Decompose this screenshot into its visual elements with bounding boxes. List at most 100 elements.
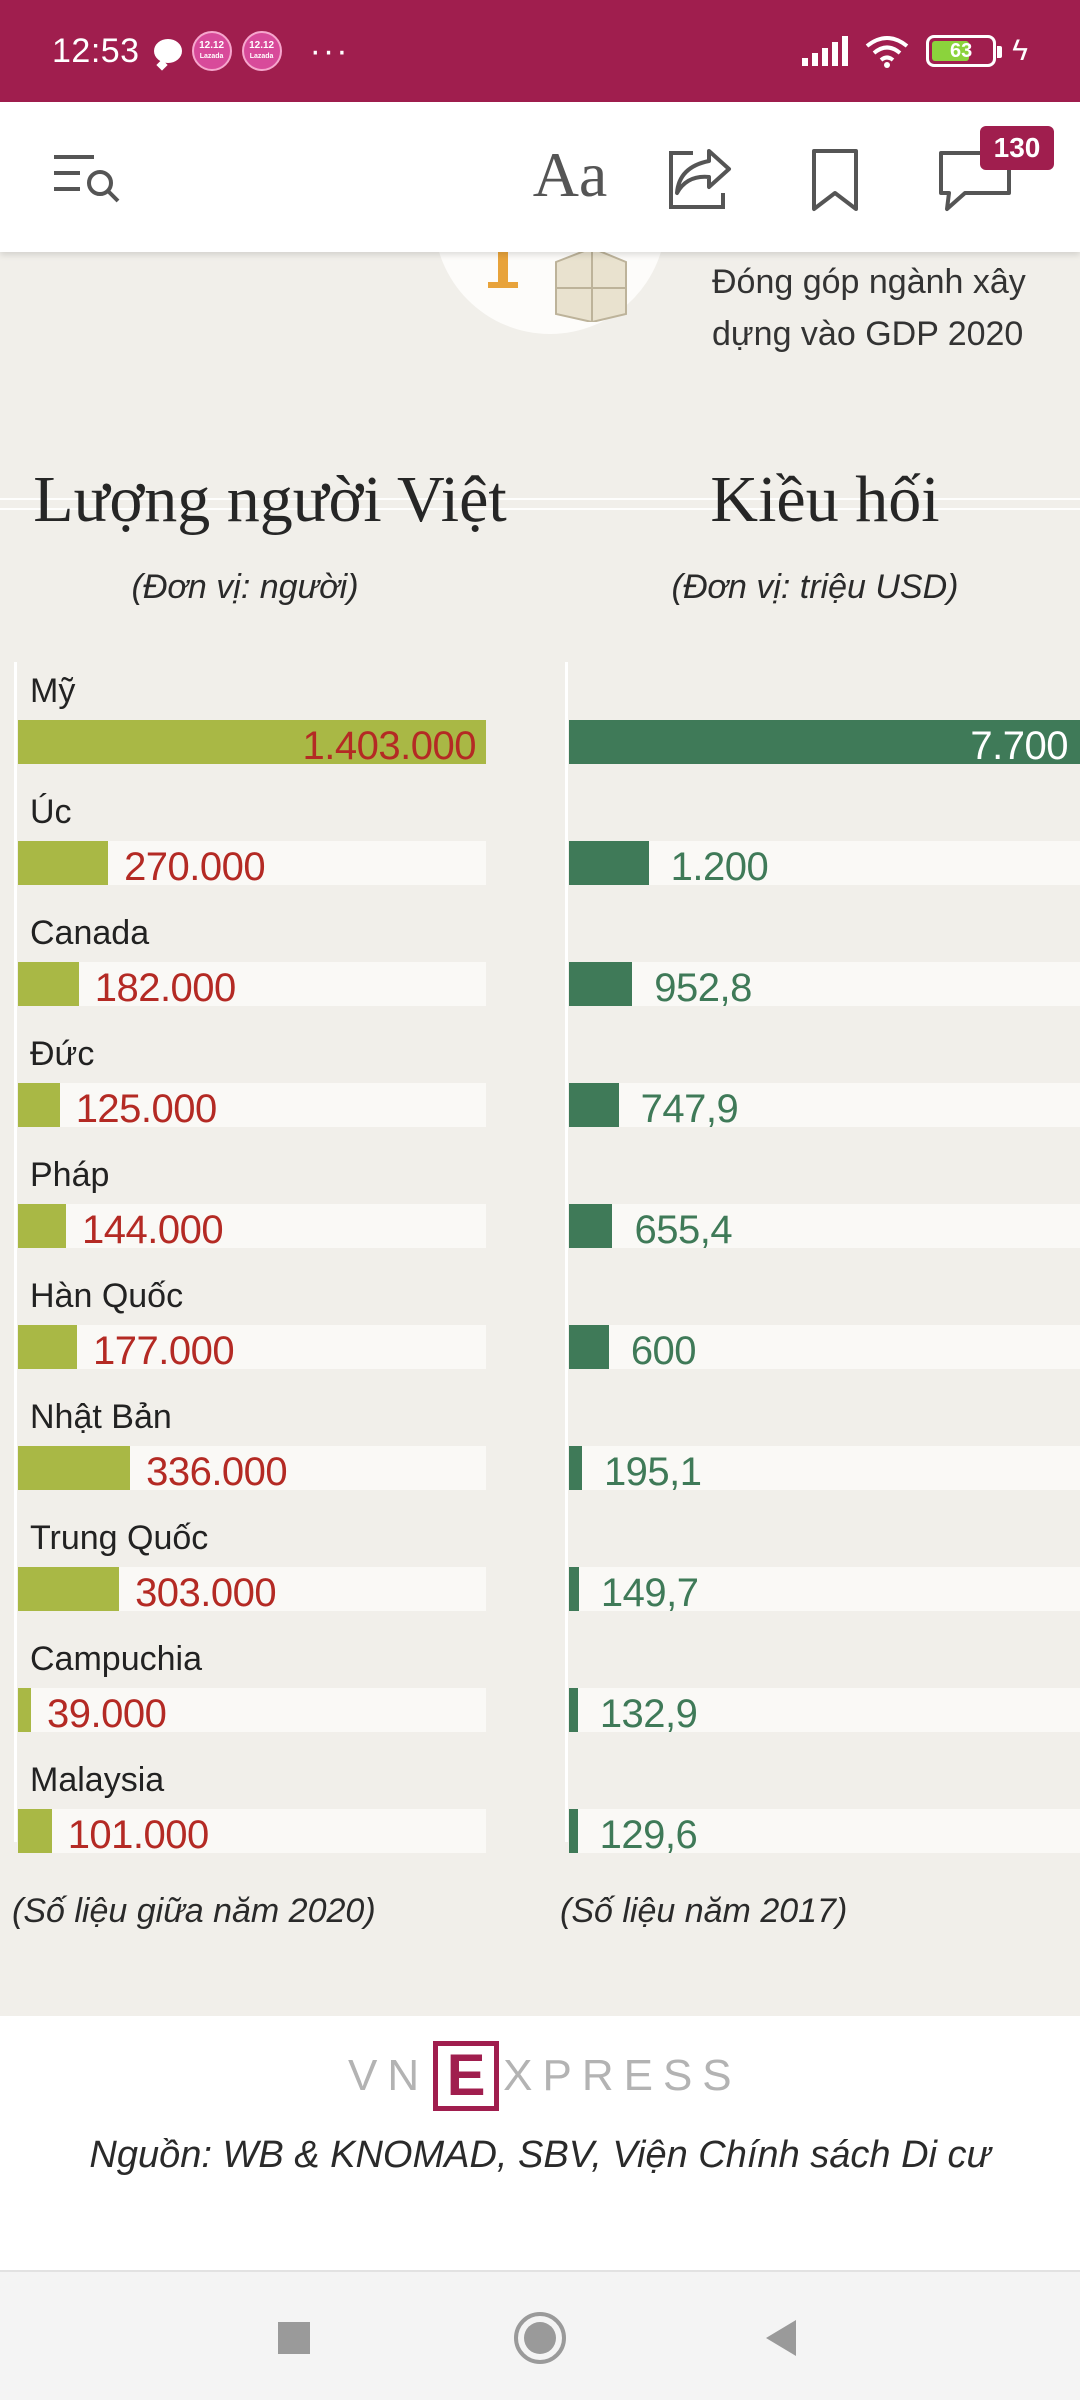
bar	[18, 720, 486, 764]
left-chart-title: Lượng người Việt	[33, 463, 507, 536]
back-button[interactable]	[750, 2306, 814, 2370]
divider-line-2	[0, 508, 1080, 510]
right-chart-title: Kiều hối	[710, 463, 940, 536]
country-label: Mỹ	[30, 672, 76, 710]
bar-value-label: 125.000	[75, 1087, 218, 1131]
bar-track	[569, 1688, 1080, 1732]
bar-value-label: 177.000	[93, 1329, 235, 1373]
bar	[18, 1809, 52, 1853]
menu-search-button[interactable]	[48, 142, 128, 212]
lazada-notification-icon: 12.12 Lazada	[191, 31, 232, 71]
bar	[18, 1204, 67, 1248]
divider-line	[0, 498, 1080, 500]
promo-badge-text-2: 12.12	[249, 40, 275, 51]
promo-sub-text-2: Lazada	[249, 53, 274, 60]
bar	[569, 962, 633, 1006]
bar	[569, 1809, 578, 1853]
bar-value-label: 129,6	[599, 1813, 698, 1857]
charging-icon: ϟ	[1012, 34, 1028, 67]
bar-value-label: 144.000	[82, 1208, 224, 1252]
bar-value-label: 132,9	[599, 1692, 698, 1736]
bar	[18, 1446, 131, 1490]
bar	[569, 1083, 619, 1127]
bar-value-label: 952,8	[654, 966, 752, 1010]
chat-notification-icon	[153, 39, 182, 63]
source-text: Nguồn: WB & KNOMAD, SBV, Viện Chính sách…	[89, 2134, 991, 2176]
vnexpress-logo: VN E XPRESS	[348, 2040, 742, 2112]
bar-track	[569, 1325, 1080, 1369]
bar-value-label: 39.000	[47, 1692, 167, 1736]
bar-value-label: 1.403.000	[302, 724, 477, 768]
right-chart-footnote: (Số liệu năm 2017)	[560, 1892, 848, 1930]
status-right: 63 ϟ	[802, 34, 1028, 68]
square-icon	[278, 2322, 310, 2354]
share-icon	[669, 149, 731, 209]
logo-text-right: XPRESS	[503, 2051, 742, 2100]
right-chart-unit: (Đơn vị: triệu USD)	[671, 568, 959, 606]
country-label: Đức	[30, 1035, 95, 1073]
font-size-button[interactable]: Aa	[532, 139, 608, 210]
notification-icons: 12.12 Lazada 12.12 Lazada ···	[153, 31, 350, 71]
bar-track	[569, 841, 1080, 885]
status-bar: 12:53 12.12 Lazada 12.12 Lazada ··· 63 ϟ	[0, 0, 1080, 102]
bar	[18, 1083, 60, 1127]
more-notifications-icon: ···	[309, 31, 350, 70]
country-label: Pháp	[30, 1156, 110, 1194]
bookmark-icon	[812, 149, 858, 211]
gdp-caption: Đóng góp ngành xây dựng vào GDP 2020	[712, 263, 1026, 353]
signal-icon	[802, 36, 849, 66]
promo-badge-text: 12.12	[199, 40, 225, 51]
app-toolbar: Aa 130	[0, 102, 1080, 252]
bar-value-label: 195,1	[603, 1450, 702, 1494]
country-label: Campuchia	[30, 1640, 202, 1678]
bar-value-label: 182.000	[94, 966, 237, 1010]
recent-apps-button[interactable]	[262, 2306, 326, 2370]
bar-track	[18, 1809, 486, 1853]
bookmark-button[interactable]	[800, 142, 870, 218]
bar-value-label: 101.000	[67, 1813, 210, 1857]
home-circle-icon	[514, 2312, 566, 2364]
bar-track	[18, 1325, 486, 1369]
lazada-notification-icon-2: 12.12 Lazada	[241, 31, 282, 71]
bar	[569, 1325, 609, 1369]
country-label: Canada	[30, 914, 150, 952]
bar-value-label: 1.200	[670, 845, 769, 889]
country-label: Úc	[30, 793, 72, 831]
system-nav-bar	[0, 2270, 1080, 2400]
building-illustration	[555, 252, 627, 322]
left-chart-footnote: (Số liệu giữa năm 2020)	[12, 1892, 376, 1930]
bar-track	[569, 1446, 1080, 1490]
menu-search-icon	[54, 155, 120, 203]
bar-track	[569, 1567, 1080, 1611]
bar-track	[569, 1809, 1080, 1853]
bar-value-label: 600	[630, 1329, 697, 1373]
bar-value-label: 655,4	[634, 1208, 733, 1252]
bar	[18, 962, 79, 1006]
home-button[interactable]	[508, 2306, 572, 2370]
bar	[18, 1688, 31, 1732]
bar	[569, 1204, 613, 1248]
wifi-icon	[865, 36, 909, 68]
country-label: Nhật Bản	[30, 1398, 172, 1436]
illustration-circle	[434, 252, 666, 334]
battery-fill	[932, 41, 969, 61]
logo-e: E	[433, 2041, 500, 2111]
bar-track	[569, 962, 1080, 1006]
bar-track	[18, 962, 486, 1006]
battery-level: 63	[949, 40, 973, 62]
bar	[569, 841, 649, 885]
bar-track	[569, 1204, 1080, 1248]
bar-track	[569, 1083, 1080, 1127]
bar-value-label: 270.000	[124, 845, 266, 889]
bar-value-label: 149,7	[600, 1571, 699, 1615]
right-axis-line	[565, 662, 568, 1842]
comment-count-badge: 130	[980, 126, 1054, 170]
source-area: VN E XPRESS Nguồn: WB & KNOMAD, SBV, Việ…	[0, 2016, 1080, 2270]
bar	[569, 720, 1080, 764]
left-chart-unit: (Đơn vị: người)	[131, 568, 359, 606]
bar	[18, 1567, 120, 1611]
promo-sub-text: Lazada	[199, 53, 224, 60]
share-button[interactable]	[660, 140, 740, 216]
logo-text-left: VN	[348, 2051, 430, 2100]
bar	[18, 841, 109, 885]
